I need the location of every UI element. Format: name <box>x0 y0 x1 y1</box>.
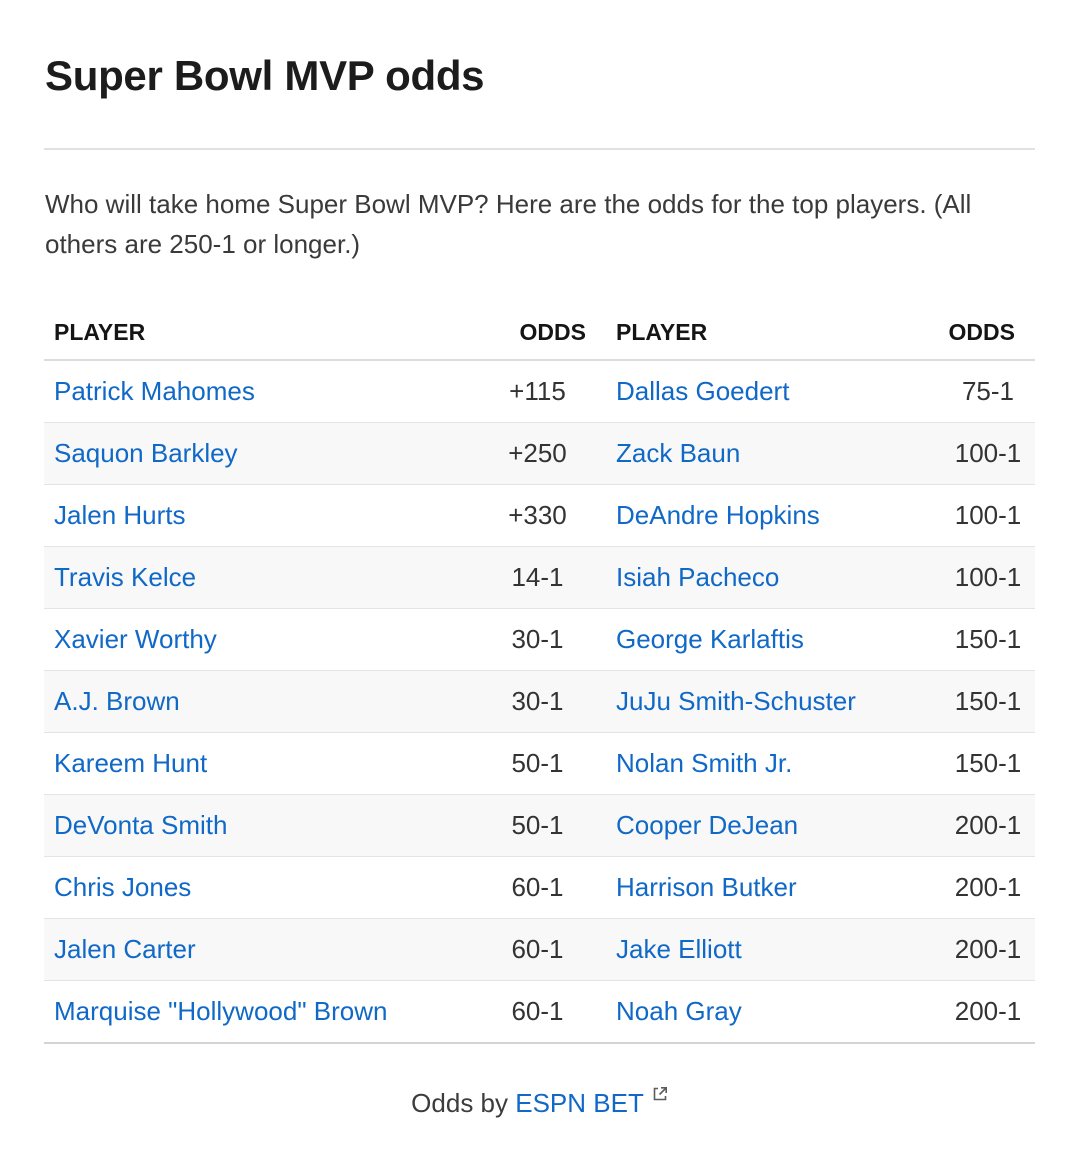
player-cell-right: Dallas Goedert <box>606 360 921 423</box>
odds-cell-right: 150-1 <box>921 670 1035 733</box>
table-row: Marquise "Hollywood" Brown 60-1 Noah Gray 2… <box>44 980 1035 1044</box>
player-cell-left: Travis Kelce <box>44 546 479 609</box>
odds-table: PLAYER ODDS PLAYER ODDS Patrick Mahomes +… <box>44 306 1035 1044</box>
player-link[interactable]: Jalen Carter <box>54 934 196 964</box>
table-row: Chris Jones 60-1 Harrison Butker 200-1 <box>44 856 1035 919</box>
odds-cell-right: 100-1 <box>921 546 1035 609</box>
player-cell-left: Marquise "Hollywood" Brown <box>44 980 479 1044</box>
player-link[interactable]: JuJu Smith-Schuster <box>616 686 856 716</box>
odds-cell-right: 200-1 <box>921 980 1035 1044</box>
player-link[interactable]: Xavier Worthy <box>54 624 217 654</box>
player-link[interactable]: Patrick Mahomes <box>54 376 255 406</box>
player-cell-right: Isiah Pacheco <box>606 546 921 609</box>
table-row: Xavier Worthy 30-1 George Karlaftis 150-1 <box>44 608 1035 671</box>
odds-cell-left: 30-1 <box>479 608 606 671</box>
table-row: Patrick Mahomes +115 Dallas Goedert 75-1 <box>44 360 1035 423</box>
player-cell-left: Kareem Hunt <box>44 732 479 795</box>
table-row: A.J. Brown 30-1 JuJu Smith-Schuster 150-1 <box>44 670 1035 733</box>
table-row: Saquon Barkley +250 Zack Baun 100-1 <box>44 422 1035 485</box>
player-cell-right: Cooper DeJean <box>606 794 921 857</box>
odds-cell-left: 60-1 <box>479 918 606 981</box>
player-link[interactable]: DeVonta Smith <box>54 810 228 840</box>
player-link[interactable]: Travis Kelce <box>54 562 197 592</box>
table-row: DeVonta Smith 50-1 Cooper DeJean 200-1 <box>44 794 1035 857</box>
footer-prefix: Odds by <box>411 1088 508 1118</box>
player-cell-right: Jake Elliott <box>606 918 921 981</box>
player-cell-right: Zack Baun <box>606 422 921 485</box>
odds-cell-right: 200-1 <box>921 856 1035 919</box>
player-cell-left: DeVonta Smith <box>44 794 479 857</box>
odds-table-header: PLAYER ODDS PLAYER ODDS <box>44 306 1035 361</box>
column-header-odds-left: ODDS <box>479 306 606 361</box>
player-cell-right: George Karlaftis <box>606 608 921 671</box>
player-link[interactable]: Chris Jones <box>54 872 192 902</box>
odds-table-body: Patrick Mahomes +115 Dallas Goedert 75-1 Saq… <box>44 360 1035 1044</box>
player-link[interactable]: Cooper DeJean <box>616 810 799 840</box>
table-row: Jalen Hurts +330 DeAndre Hopkins 100-1 <box>44 484 1035 547</box>
player-cell-left: Xavier Worthy <box>44 608 479 671</box>
odds-cell-left: +330 <box>479 484 606 547</box>
player-link[interactable]: Nolan Smith Jr. <box>616 748 793 778</box>
odds-cell-right: 200-1 <box>921 918 1035 981</box>
player-link[interactable]: George Karlaftis <box>616 624 804 654</box>
player-cell-right: DeAndre Hopkins <box>606 484 921 547</box>
player-cell-right: Noah Gray <box>606 980 921 1044</box>
odds-source-footer: Odds by ESPN BET <box>44 1078 1035 1119</box>
odds-cell-left: 30-1 <box>479 670 606 733</box>
player-cell-right: Harrison Butker <box>606 856 921 919</box>
odds-cell-left: 50-1 <box>479 794 606 857</box>
header-row: PLAYER ODDS PLAYER ODDS <box>44 306 1035 361</box>
player-link[interactable]: Zack Baun <box>616 438 741 468</box>
column-header-player-left: PLAYER <box>44 306 479 361</box>
player-link[interactable]: Jake Elliott <box>616 934 742 964</box>
table-row: Jalen Carter 60-1 Jake Elliott 200-1 <box>44 918 1035 981</box>
player-link[interactable]: Marquise "Hollywood" Brown <box>54 996 388 1026</box>
espn-bet-link-label: ESPN BET <box>515 1088 644 1118</box>
odds-cell-left: +250 <box>479 422 606 485</box>
player-cell-left: Chris Jones <box>44 856 479 919</box>
player-cell-left: A.J. Brown <box>44 670 479 733</box>
player-cell-left: Patrick Mahomes <box>44 360 479 423</box>
player-cell-left: Jalen Carter <box>44 918 479 981</box>
odds-cell-right: 75-1 <box>921 360 1035 423</box>
player-link[interactable]: Dallas Goedert <box>616 376 790 406</box>
external-link-icon[interactable] <box>652 1078 668 1101</box>
player-link[interactable]: DeAndre Hopkins <box>616 500 820 530</box>
player-link[interactable]: Saquon Barkley <box>54 438 238 468</box>
odds-cell-left: 14-1 <box>479 546 606 609</box>
odds-cell-left: 60-1 <box>479 856 606 919</box>
player-cell-left: Saquon Barkley <box>44 422 479 485</box>
table-row: Travis Kelce 14-1 Isiah Pacheco 100-1 <box>44 546 1035 609</box>
page-title: Super Bowl MVP odds <box>45 52 485 99</box>
player-link[interactable]: Harrison Butker <box>616 872 797 902</box>
player-link[interactable]: A.J. Brown <box>54 686 180 716</box>
odds-cell-right: 100-1 <box>921 422 1035 485</box>
player-link[interactable]: Noah Gray <box>616 996 742 1026</box>
player-link[interactable]: Isiah Pacheco <box>616 562 780 592</box>
column-header-odds-right: ODDS <box>921 306 1035 361</box>
title-divider <box>44 148 1035 150</box>
odds-cell-left: +115 <box>479 360 606 423</box>
odds-cell-left: 60-1 <box>479 980 606 1044</box>
odds-cell-right: 150-1 <box>921 732 1035 795</box>
player-cell-right: JuJu Smith-Schuster <box>606 670 921 733</box>
odds-cell-right: 100-1 <box>921 484 1035 547</box>
player-link[interactable]: Jalen Hurts <box>54 500 186 530</box>
odds-cell-left: 50-1 <box>479 732 606 795</box>
table-row: Kareem Hunt 50-1 Nolan Smith Jr. 150-1 <box>44 732 1035 795</box>
player-cell-left: Jalen Hurts <box>44 484 479 547</box>
odds-cell-right: 200-1 <box>921 794 1035 857</box>
column-header-player-right: PLAYER <box>606 306 921 361</box>
player-cell-right: Nolan Smith Jr. <box>606 732 921 795</box>
intro-text: Who will take home Super Bowl MVP? Here … <box>45 189 972 259</box>
player-link[interactable]: Kareem Hunt <box>54 748 208 778</box>
espn-bet-link[interactable]: ESPN BET <box>515 1088 644 1118</box>
odds-cell-right: 150-1 <box>921 608 1035 671</box>
